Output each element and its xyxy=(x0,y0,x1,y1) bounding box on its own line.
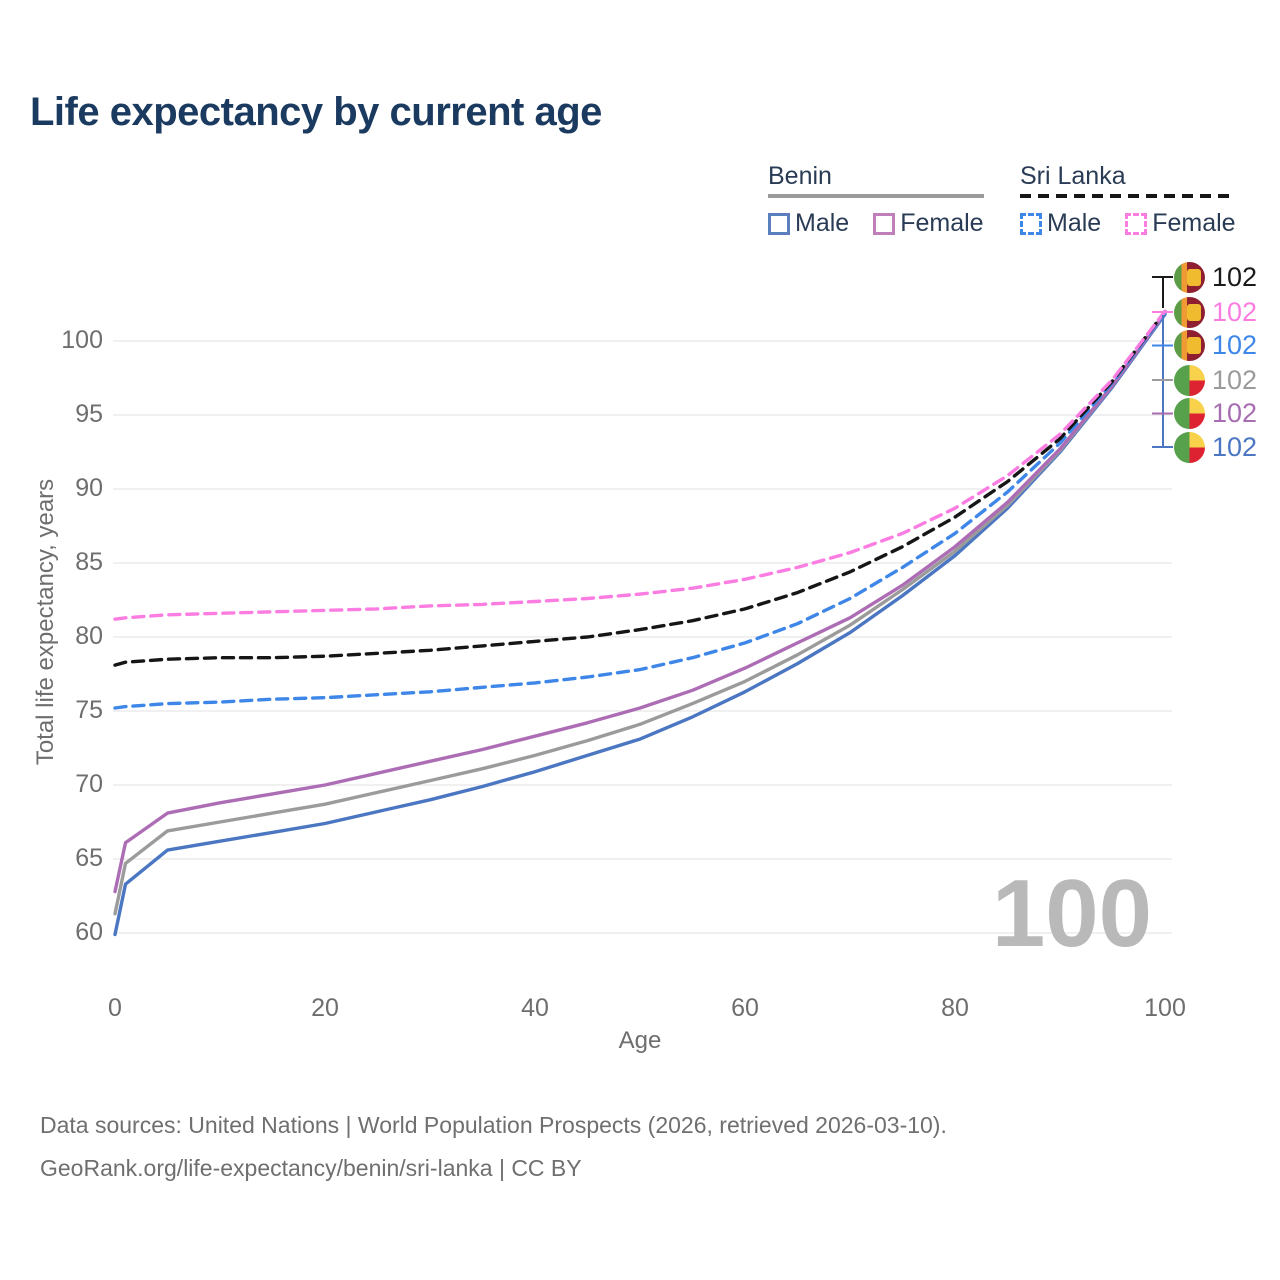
sri-lanka-male-swatch-icon xyxy=(1020,212,1042,235)
footer: Data sources: United Nations | World Pop… xyxy=(40,1104,947,1189)
end-label-value: 102 xyxy=(1212,431,1258,462)
sri-lanka-female-swatch-icon xyxy=(1125,212,1148,235)
legend-country-benin: Benin xyxy=(768,162,832,190)
legend-underline-sri-lanka xyxy=(1020,194,1236,198)
benin-male-swatch-icon xyxy=(768,212,790,235)
series-line-sri-lanka xyxy=(113,309,1167,667)
benin-flag-icon xyxy=(1174,398,1205,429)
y-tick-label: 95 xyxy=(75,399,103,428)
sri-lanka-flag-icon xyxy=(1174,330,1205,361)
series-line-sri-lanka-female xyxy=(113,309,1167,621)
y-tick-label: 60 xyxy=(75,917,103,946)
x-tick-label: 0 xyxy=(108,994,122,1022)
end-label-benin: 102 xyxy=(1174,364,1258,396)
x-tick-label: 20 xyxy=(311,994,339,1022)
series-line-benin-male xyxy=(113,312,1167,937)
legend-underline-benin xyxy=(768,194,984,198)
end-label-sri-lanka: 102 xyxy=(1174,261,1258,293)
y-tick-label: 85 xyxy=(75,547,103,576)
benin-flag-icon xyxy=(1174,364,1205,396)
sri-lanka-flag-icon xyxy=(1174,296,1205,328)
benin-female-swatch-icon xyxy=(873,212,896,235)
y-tick-label: 90 xyxy=(75,473,103,502)
x-tick-label: 40 xyxy=(521,994,549,1022)
benin-flag-icon xyxy=(1174,431,1205,463)
end-label-sri-lanka-male: 102 xyxy=(1174,330,1257,361)
page-title: Life expectancy by current age xyxy=(30,90,602,134)
legend-item-sri-lanka-female[interactable]: Female xyxy=(1125,209,1236,238)
x-tick-label: 100 xyxy=(1144,994,1186,1022)
series-line-benin-female xyxy=(113,311,1167,894)
watermark-number: 100 xyxy=(991,860,1152,967)
y-tick-label: 100 xyxy=(61,325,103,354)
end-label-value: 102 xyxy=(1212,330,1258,360)
y-tick-label: 65 xyxy=(75,843,103,872)
end-label-value: 102 xyxy=(1212,364,1258,395)
y-tick-label: 70 xyxy=(75,769,103,798)
y-tick-label: 75 xyxy=(75,695,103,724)
legend-country-sri-lanka: Sri Lanka xyxy=(1020,162,1126,190)
end-label-benin-male: 102 xyxy=(1174,431,1258,463)
x-axis-title: Age xyxy=(618,1027,662,1054)
legend-item-benin-male[interactable]: Male xyxy=(768,209,849,238)
series-line-sri-lanka-male xyxy=(113,311,1167,710)
footer-sources: Data sources: United Nations | World Pop… xyxy=(40,1112,947,1138)
legend-item-benin-female[interactable]: Female xyxy=(873,209,984,238)
y-tick-label: 80 xyxy=(75,621,103,650)
end-label-sri-lanka-female: 102 xyxy=(1174,296,1258,328)
footer-link: GeoRank.org/life-expectancy/benin/sri-la… xyxy=(40,1154,582,1181)
end-label-value: 102 xyxy=(1212,398,1258,428)
x-tick-label: 80 xyxy=(941,994,969,1022)
series-line-benin xyxy=(113,311,1167,916)
legend-item-sri-lanka-male[interactable]: Male xyxy=(1020,209,1101,238)
end-label-value: 102 xyxy=(1212,261,1258,292)
end-label-value: 102 xyxy=(1212,296,1258,327)
legend-group-sri-lanka: Sri Lanka Male Female xyxy=(1020,162,1236,238)
end-label-benin-female: 102 xyxy=(1174,398,1257,429)
sri-lanka-flag-icon xyxy=(1174,261,1205,293)
x-tick-label: 60 xyxy=(731,994,759,1022)
legend-group-benin: Benin Male Female xyxy=(768,162,984,238)
